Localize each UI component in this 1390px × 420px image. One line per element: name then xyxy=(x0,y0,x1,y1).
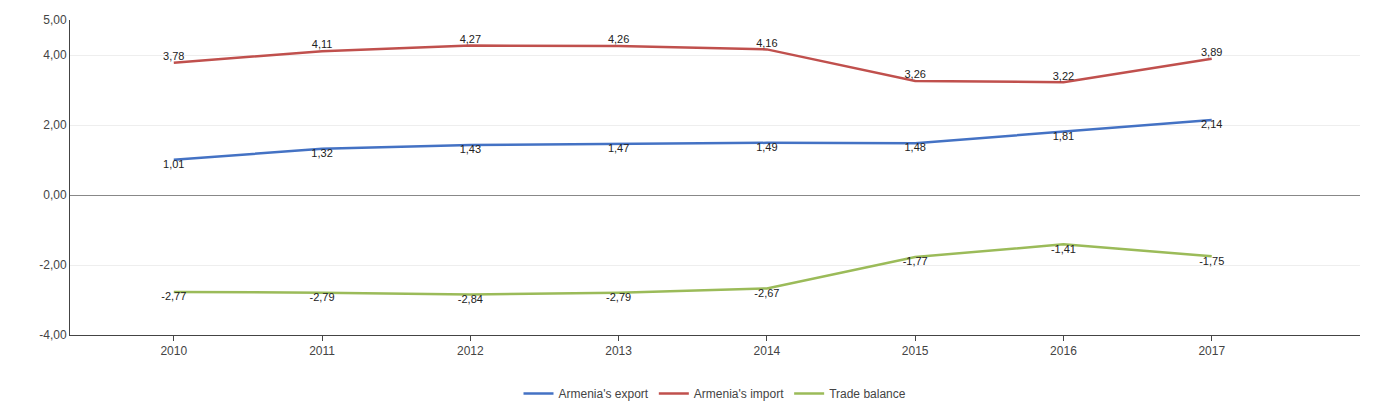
svg-text:1,43: 1,43 xyxy=(460,143,481,155)
svg-text:1,01: 1,01 xyxy=(163,158,184,170)
svg-text:1,48: 1,48 xyxy=(904,141,925,153)
svg-text:Armenia's export: Armenia's export xyxy=(559,387,649,401)
svg-text:2,14: 2,14 xyxy=(1201,118,1222,130)
svg-text:3,78: 3,78 xyxy=(163,50,184,62)
svg-text:2011: 2011 xyxy=(309,344,335,358)
svg-text:2013: 2013 xyxy=(605,344,632,358)
svg-text:-2,79: -2,79 xyxy=(606,291,631,303)
svg-text:4,11: 4,11 xyxy=(312,38,333,50)
svg-text:3,89: 3,89 xyxy=(1201,46,1222,58)
svg-text:1,81: 1,81 xyxy=(1053,130,1074,142)
svg-text:Armenia's import: Armenia's import xyxy=(694,387,784,401)
svg-text:-2,84: -2,84 xyxy=(458,293,483,305)
svg-text:-1,75: -1,75 xyxy=(1199,255,1224,267)
svg-text:2015: 2015 xyxy=(902,344,929,358)
svg-text:-1,77: -1,77 xyxy=(903,255,928,267)
svg-text:0,00: 0,00 xyxy=(43,188,67,202)
svg-text:2016: 2016 xyxy=(1050,344,1077,358)
svg-text:4,00: 4,00 xyxy=(43,48,67,62)
svg-text:-1,41: -1,41 xyxy=(1051,243,1076,255)
svg-text:4,26: 4,26 xyxy=(608,33,629,45)
svg-text:-4,00: -4,00 xyxy=(39,328,67,342)
svg-text:3,22: 3,22 xyxy=(1053,70,1074,82)
svg-text:-2,67: -2,67 xyxy=(754,287,779,299)
svg-text:2,00: 2,00 xyxy=(43,118,67,132)
svg-text:Trade balance: Trade balance xyxy=(829,387,906,401)
svg-text:2017: 2017 xyxy=(1198,344,1225,358)
svg-text:4,27: 4,27 xyxy=(460,33,481,45)
svg-text:-2,77: -2,77 xyxy=(161,290,186,302)
svg-text:2012: 2012 xyxy=(457,344,484,358)
svg-text:1,32: 1,32 xyxy=(311,147,332,159)
svg-text:5,00: 5,00 xyxy=(43,13,67,27)
svg-text:1,47: 1,47 xyxy=(608,142,629,154)
svg-text:3,26: 3,26 xyxy=(904,68,925,80)
svg-text:1,49: 1,49 xyxy=(756,141,777,153)
svg-text:4,16: 4,16 xyxy=(756,37,777,49)
svg-text:-2,00: -2,00 xyxy=(39,258,67,272)
svg-text:2014: 2014 xyxy=(754,344,781,358)
svg-text:2010: 2010 xyxy=(160,344,187,358)
svg-text:-2,79: -2,79 xyxy=(310,291,335,303)
